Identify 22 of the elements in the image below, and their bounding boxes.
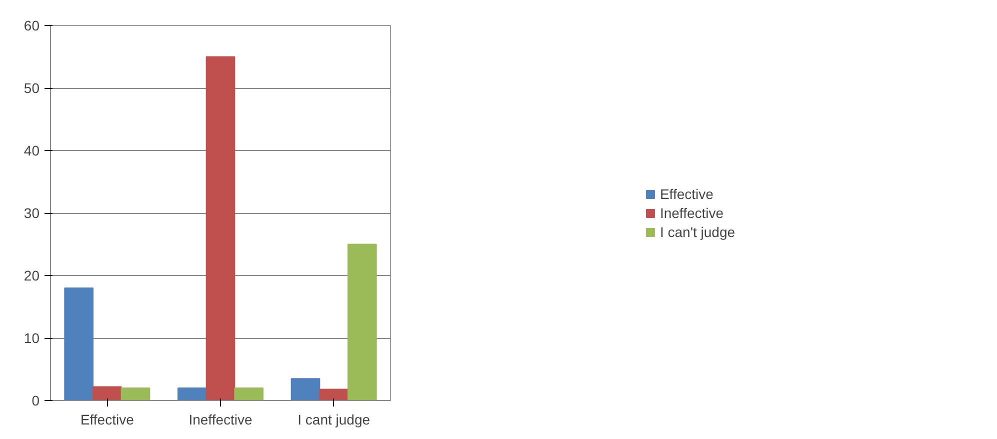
y-tick-label: 60	[24, 18, 40, 34]
x-tick-label: Effective	[80, 412, 134, 428]
y-tick-label: 40	[24, 142, 40, 158]
y-tick-label: 10	[24, 330, 40, 346]
bar	[348, 244, 377, 400]
bar	[120, 388, 150, 400]
y-tick-label: 20	[24, 268, 40, 284]
y-tick-label: 50	[24, 80, 40, 96]
bar	[92, 386, 122, 400]
legend-label: Effective	[660, 186, 714, 202]
bar	[178, 388, 207, 400]
bar	[206, 56, 236, 400]
bar	[290, 378, 320, 400]
legend-label: Ineffective	[660, 204, 724, 220]
bar	[64, 288, 94, 400]
legend-label: I can't judge	[660, 224, 736, 240]
y-tick-label: 0	[32, 392, 40, 408]
y-tick-label: 30	[24, 205, 40, 221]
x-tick-label: Ineffective	[188, 412, 252, 428]
bar	[234, 388, 264, 400]
bar	[319, 388, 348, 400]
x-tick-label: I cant judge	[298, 412, 370, 428]
